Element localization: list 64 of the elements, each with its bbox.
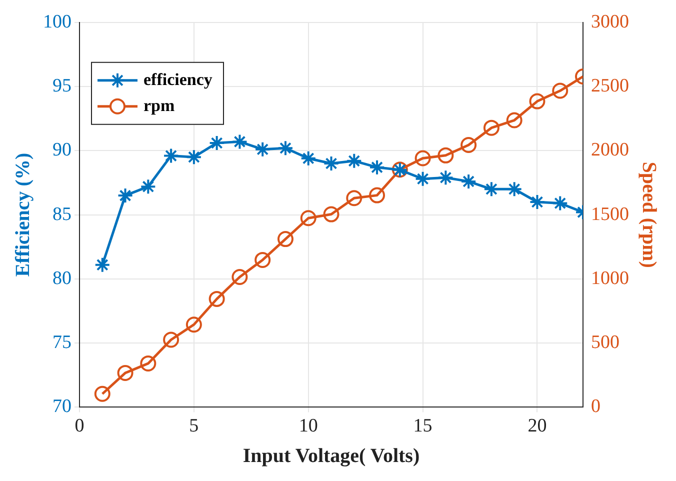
- point: [552, 195, 568, 212]
- point: [232, 269, 248, 286]
- point: [117, 188, 134, 204]
- point: [140, 355, 156, 372]
- point: [186, 316, 202, 333]
- point: [369, 159, 386, 176]
- y2-tick-label: 0: [591, 396, 600, 418]
- x-axis-title: Input Voltage( Volts): [242, 445, 420, 468]
- legend-label: rpm: [144, 96, 175, 115]
- point: [140, 178, 156, 195]
- point: [186, 149, 202, 166]
- point: [163, 332, 180, 348]
- point: [369, 187, 386, 204]
- point: [254, 141, 271, 158]
- point: [506, 181, 522, 198]
- point: [552, 82, 568, 99]
- x-tick-label: 5: [189, 416, 199, 437]
- point: [163, 148, 180, 164]
- y-tick-label: 85: [52, 204, 72, 225]
- point: [208, 290, 225, 307]
- point: [323, 206, 340, 222]
- point: [94, 256, 110, 273]
- point: [208, 134, 225, 151]
- y2-tick-label: 1000: [591, 268, 629, 289]
- point: [277, 231, 294, 248]
- legend-label: efficiency: [144, 70, 213, 89]
- point: [232, 134, 248, 150]
- x-tick-label: 20: [528, 416, 547, 437]
- point: [483, 181, 500, 198]
- y-axis-title: Efficiency (%): [12, 152, 34, 277]
- point: [94, 386, 110, 402]
- x-tick-label: 15: [413, 416, 432, 437]
- point: [254, 252, 271, 268]
- y-tick-label: 100: [43, 11, 72, 32]
- point: [529, 93, 546, 110]
- point: [438, 170, 454, 186]
- point: [346, 190, 362, 206]
- x-tick-label: 0: [74, 416, 84, 437]
- point: [529, 194, 546, 210]
- point: [117, 364, 134, 381]
- y-tick-label: 70: [52, 396, 72, 418]
- point: [506, 112, 522, 128]
- point: [346, 152, 362, 169]
- y2-tick-label: 500: [591, 332, 620, 354]
- point: [438, 147, 454, 164]
- y-tick-label: 95: [52, 76, 72, 97]
- point: [414, 170, 431, 187]
- point: [323, 155, 340, 172]
- y-tick-label: 80: [52, 268, 72, 289]
- y2-tick-label: 2000: [591, 140, 629, 161]
- point: [460, 173, 477, 190]
- y-tick-label: 90: [52, 140, 72, 161]
- point: [300, 210, 316, 226]
- point: [460, 137, 477, 154]
- point: [483, 120, 500, 136]
- y2-tick-label: 1500: [591, 204, 629, 225]
- point: [277, 140, 294, 156]
- point: [414, 150, 431, 166]
- y2-tick-label: 3000: [591, 11, 629, 32]
- y-tick-label: 75: [52, 332, 72, 354]
- y2-tick-label: 2500: [591, 76, 629, 97]
- y2-axis-title: Speed (rpm): [638, 162, 660, 268]
- point: [300, 150, 316, 166]
- x-tick-label: 10: [298, 416, 318, 437]
